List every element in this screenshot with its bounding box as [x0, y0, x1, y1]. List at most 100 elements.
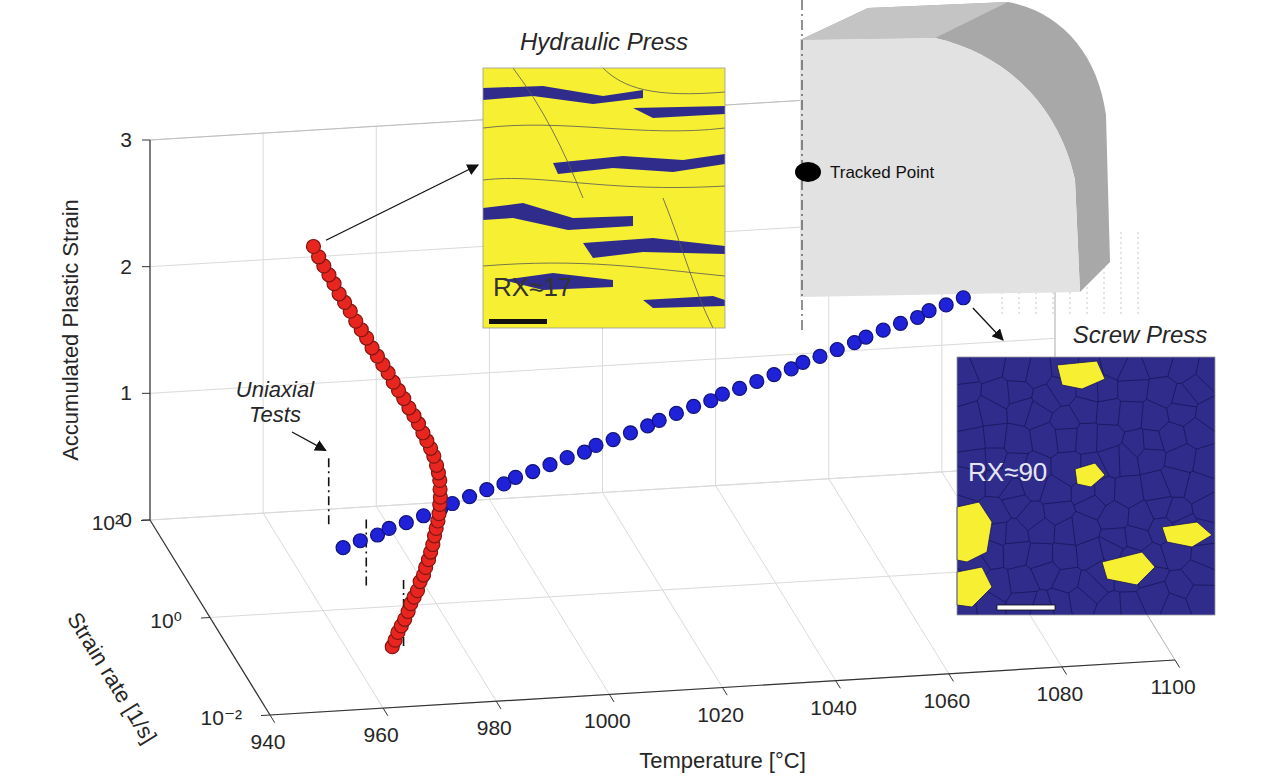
- grid-line: [150, 140, 151, 520]
- data-point: [956, 291, 970, 305]
- chart-svg: 94096098010001020104010601080110010⁻²10⁰…: [0, 0, 1270, 780]
- inset-arrow: [973, 308, 1003, 340]
- tick-label: 1000: [584, 709, 631, 732]
- data-point: [589, 438, 603, 452]
- grain-boundary: [957, 357, 1215, 615]
- rx-grains: [483, 86, 643, 104]
- unrx-grain: [957, 567, 992, 607]
- x-axis-title: Temperature [°C]: [639, 748, 806, 773]
- rx-grains: [553, 154, 725, 174]
- data-point: [417, 509, 431, 523]
- data-point: [480, 483, 494, 497]
- data-point: [526, 465, 540, 479]
- tick-label: 1100: [1150, 675, 1195, 698]
- data-point: [543, 458, 557, 472]
- annotations: UniaxialTests: [236, 377, 326, 450]
- tick-label: 980: [477, 716, 512, 739]
- tick-label: 10⁰: [150, 609, 182, 632]
- rx-grains: [633, 106, 725, 118]
- inset-arrow: [326, 165, 478, 240]
- tracked-point-dot: [795, 162, 821, 182]
- unrx-grain: [1057, 361, 1105, 389]
- inset-border: [957, 357, 1215, 615]
- unrx-grain: [957, 502, 992, 562]
- tick-label: 10²: [92, 511, 122, 534]
- data-point: [922, 304, 936, 318]
- data-point: [353, 534, 367, 548]
- data-point: [606, 433, 620, 447]
- data-point: [652, 413, 666, 427]
- label-line: Uniaxial: [236, 377, 315, 402]
- inset-title: Hydraulic Press: [520, 28, 688, 55]
- data-point: [893, 316, 907, 330]
- tick-mark: [142, 266, 150, 267]
- data-point: [509, 470, 523, 484]
- grain-boundary: [483, 178, 725, 187]
- tick-label: 940: [250, 730, 285, 753]
- data-point: [767, 368, 781, 382]
- uniaxial-test-line: [328, 454, 330, 524]
- grain-boundary: [513, 68, 583, 198]
- inset-title: Screw Press: [1073, 321, 1208, 348]
- tick-mark: [142, 393, 150, 394]
- grain-boundary: [663, 198, 713, 328]
- unrx-grain: [1162, 522, 1212, 547]
- tick-label: 3: [120, 128, 132, 151]
- tick-mark: [383, 708, 388, 716]
- uniaxial-tests-label: UniaxialTests: [236, 377, 315, 427]
- series: [336, 291, 970, 555]
- unrx-grain: [1102, 552, 1155, 585]
- scale-bar: [997, 605, 1055, 610]
- tick-mark: [723, 688, 728, 696]
- inset-image: [957, 357, 1215, 615]
- tick-label: 1080: [1037, 682, 1084, 705]
- z-axis-title: Accumulated Plastic Strain: [58, 199, 83, 461]
- tick-mark: [949, 674, 954, 682]
- data-point: [859, 330, 873, 344]
- tick-label: 1: [120, 381, 132, 404]
- tick-label: 10⁻²: [201, 706, 242, 729]
- data-point: [876, 323, 890, 337]
- data-point: [623, 426, 637, 440]
- series: [306, 239, 447, 653]
- data-point: [813, 349, 827, 363]
- label-line: Tests: [249, 402, 301, 427]
- y-axis-title: Strain rate [1/s]: [62, 608, 161, 748]
- part-front: [800, 38, 1080, 297]
- grain-boundary: [603, 68, 725, 94]
- projection-line: [1138, 232, 1139, 316]
- tick-mark: [496, 701, 501, 709]
- data-point: [715, 387, 729, 401]
- tick-mark: [270, 715, 275, 723]
- chart-root: 94096098010001020104010601080110010⁻²10⁰…: [0, 0, 1270, 780]
- tick-mark: [1062, 667, 1067, 675]
- unrx-grain: [1075, 463, 1105, 487]
- inset-image: [483, 68, 725, 328]
- tick-mark: [609, 694, 614, 702]
- axis-domain: [150, 520, 270, 715]
- inset-label: RX≈17: [493, 272, 572, 302]
- inset-border: [483, 68, 725, 328]
- projection-line: [1121, 232, 1122, 316]
- data-point: [560, 451, 574, 465]
- data-point: [733, 381, 747, 395]
- tick-mark: [142, 520, 150, 521]
- data-point: [750, 374, 764, 388]
- tick-label: 1040: [810, 696, 857, 719]
- data-point: [939, 298, 953, 312]
- data-point: [336, 541, 350, 555]
- tick-mark: [1175, 660, 1180, 668]
- tracked-point-label: Tracked Point: [830, 163, 935, 182]
- data-point: [463, 490, 477, 504]
- grid-line: [150, 465, 1055, 520]
- data-point: [382, 521, 396, 535]
- grain-boundary: [483, 125, 725, 131]
- inset: RX≈90: [957, 357, 1215, 615]
- data-point: [687, 399, 701, 413]
- data-point: [796, 355, 810, 369]
- rx-grains: [483, 203, 633, 230]
- annotation-arrow: [292, 432, 326, 450]
- tick-label: 0: [120, 508, 132, 531]
- tick-mark: [142, 140, 150, 141]
- part-model: Tracked Point: [795, 0, 1110, 332]
